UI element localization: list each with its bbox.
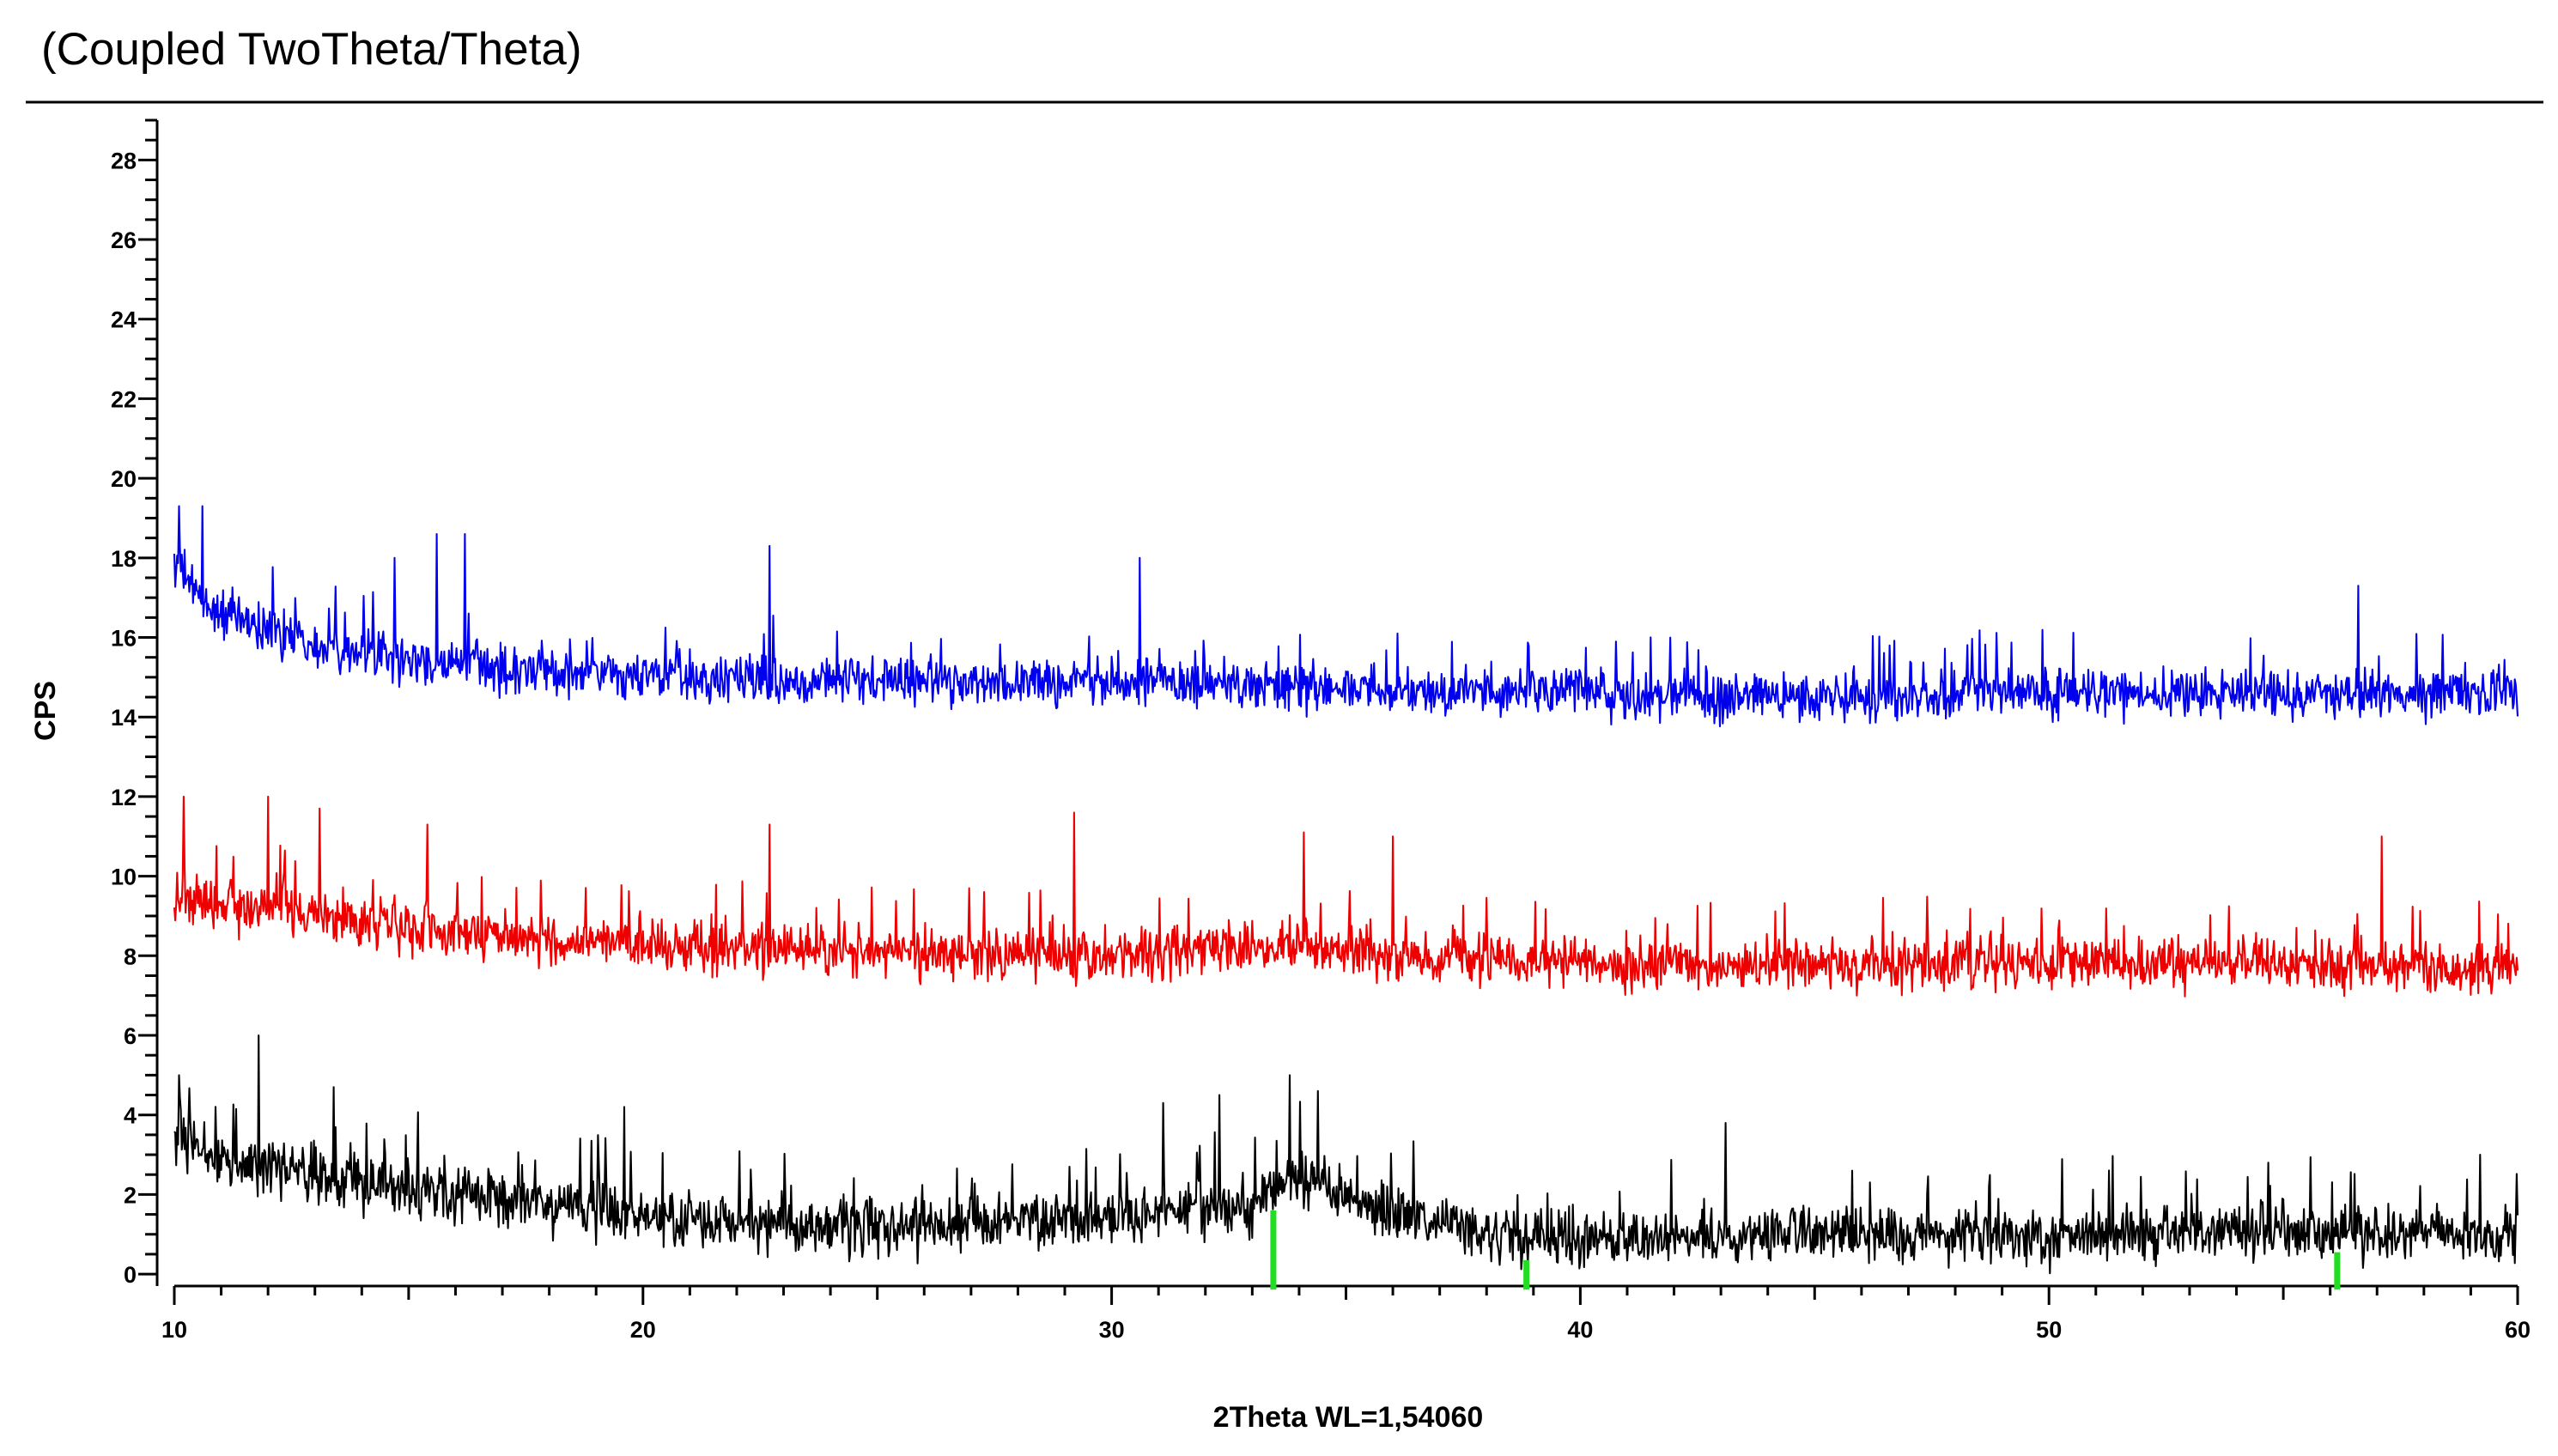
y-tick-label: 18 (111, 546, 137, 572)
y-tick-label: 28 (111, 148, 137, 173)
y-tick-label: 22 (111, 386, 137, 412)
y-tick-label: 10 (111, 864, 137, 890)
y-tick-label: 2 (124, 1182, 137, 1208)
x-tick-label: 10 (161, 1317, 187, 1343)
y-tick-label: 8 (124, 943, 137, 969)
y-tick-label: 4 (124, 1103, 137, 1129)
y-tick-label: 26 (111, 228, 137, 253)
y-tick-label: 6 (124, 1023, 137, 1049)
y-tick-label: 14 (111, 705, 137, 731)
series-line-1 (173, 505, 2519, 728)
x-tick-label: 20 (630, 1317, 656, 1343)
x-tick-label: 40 (1567, 1317, 1593, 1343)
y-tick-label: 12 (111, 785, 137, 810)
y-tick-label: 0 (124, 1262, 137, 1288)
reference-lines (1270, 1210, 2341, 1290)
x-axis-label: 2Theta WL=1,54060 (1213, 1401, 1484, 1434)
y-tick-label: 24 (111, 307, 137, 333)
series-layer (173, 505, 2519, 1275)
x-tick-label: 30 (1099, 1317, 1125, 1343)
chart-title: (Coupled TwoTheta/Theta) (41, 24, 581, 75)
x-tick-label: 50 (2036, 1317, 2062, 1343)
x-tick-label: 60 (2505, 1317, 2531, 1343)
y-tick-label: 20 (111, 466, 137, 492)
y-axis-label: CPS (29, 681, 62, 741)
series-line-3 (173, 1034, 2519, 1275)
series-line-2 (173, 795, 2519, 998)
x-axis: 10 20 30 40 50 60 (161, 1284, 2531, 1343)
y-tick-label: 16 (111, 626, 137, 652)
